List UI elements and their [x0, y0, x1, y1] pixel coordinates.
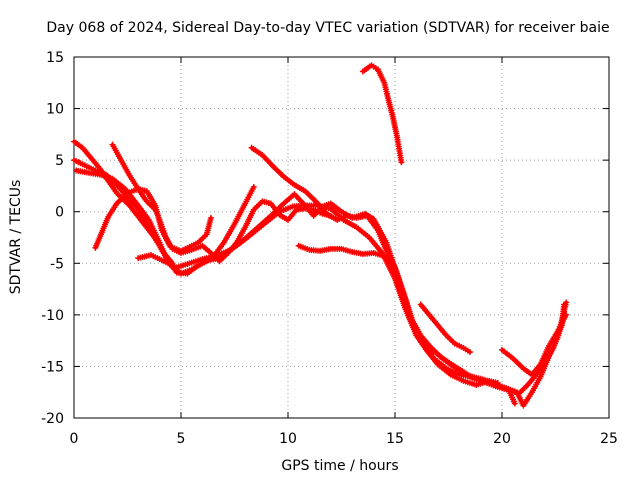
y-tick-label: -10 — [41, 308, 64, 324]
y-tick-label: -15 — [41, 359, 64, 375]
x-tick-label: 5 — [177, 431, 186, 447]
data-point — [207, 214, 214, 221]
y-tick-label: 0 — [55, 205, 64, 221]
y-tick-label: -20 — [41, 411, 64, 427]
data-point — [563, 299, 570, 306]
series-track-k — [499, 311, 570, 378]
y-tick-label: 15 — [46, 50, 64, 66]
data-point — [466, 348, 473, 355]
data-point — [511, 400, 518, 407]
y-tick-label: 5 — [55, 153, 64, 169]
x-tick-label: 10 — [279, 431, 297, 447]
chart-title: Day 068 of 2024, Sidereal Day-to-day VTE… — [46, 20, 609, 36]
x-axis-label: GPS time / hours — [281, 458, 398, 474]
data-point — [563, 311, 570, 318]
tick-layer: 0 5 10 15 20 25 -20 -15 -10 -5 0 5 10 15 — [41, 50, 618, 447]
y-tick-label: 10 — [46, 102, 64, 118]
series-track-j — [417, 301, 473, 355]
y-axis-label: SDTVAR / TECUs — [8, 180, 24, 295]
x-tick-label: 25 — [600, 431, 618, 447]
y-tick-label: -5 — [50, 256, 64, 272]
x-tick-label: 20 — [493, 431, 511, 447]
data-point — [398, 159, 405, 166]
series-track-h — [295, 242, 570, 409]
plot-frame — [73, 56, 610, 419]
series-track-i — [359, 62, 405, 166]
data-layer — [71, 62, 570, 409]
x-tick-label: 0 — [70, 431, 79, 447]
data-point — [250, 183, 257, 190]
x-tick-label: 15 — [386, 431, 404, 447]
